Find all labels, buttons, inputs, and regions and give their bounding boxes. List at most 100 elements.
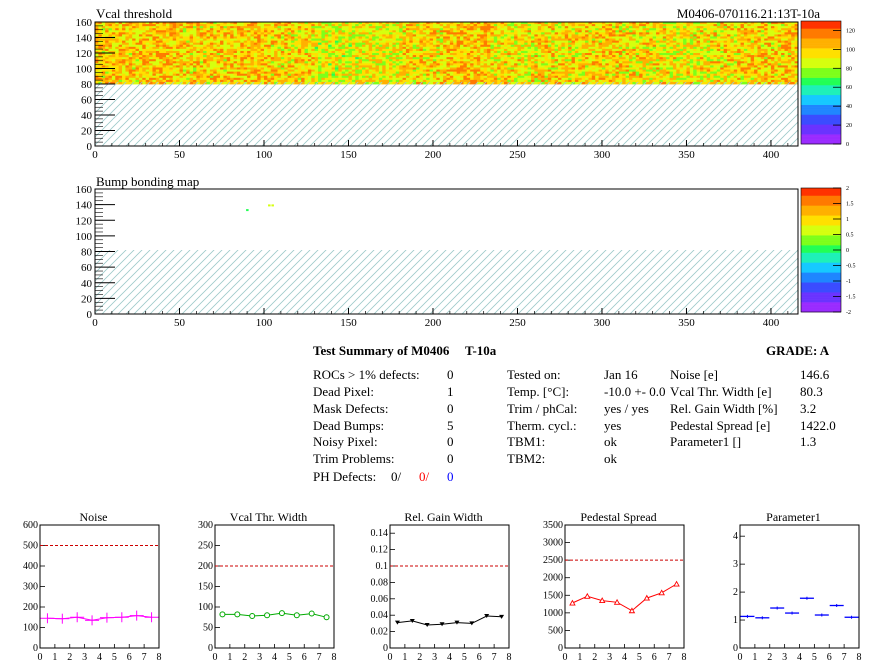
vcal-map-cell [345,63,349,66]
vcal-map-cell [453,22,458,25]
vcal-map-cell [304,65,309,68]
vcal-map-cell [291,44,295,48]
vcal-map-cell [524,44,529,48]
vcal-map-cell [324,40,329,44]
vcal-map-cell [541,65,545,68]
vcal-map-cell [453,63,458,66]
vcal-map-cell [372,34,376,37]
vcal-map-cell [152,38,157,41]
vcal-map-cell [162,77,167,81]
vcal-map-cell [334,59,339,62]
vcal-map-cell [507,46,512,50]
vcal-map-cell [196,63,201,66]
vcal-map-cell [138,30,143,33]
vcal-map-cell [186,46,191,50]
vcal-map-cell [179,36,184,39]
vcal-map-cell [122,46,126,50]
vcal-map-cell [632,63,637,66]
vcal-map-cell [531,75,535,79]
vcal-map-cell [193,44,197,48]
vcal-map-cell [382,57,387,60]
vcal-map-cell [233,59,238,62]
vcal-map-cell [608,34,613,37]
vcal-map-cell [172,61,177,64]
vcal-map-cell [155,50,160,54]
vcal-map-cell [250,28,255,31]
vcal-map-cell [108,65,113,68]
vcal-map-cell [189,32,194,35]
vcal-map-cell [537,24,542,27]
vcal-map-cell [122,65,126,68]
vcal-map-cell [652,22,657,25]
vcal-map-cell [165,79,170,83]
vcal-map-cell [615,77,620,81]
vcal-map-cell [524,77,529,81]
vcal-map-cell [348,57,353,60]
vcal-map-cell [294,46,299,50]
vcal-map-cell [645,69,650,72]
vcal-map-cell [652,59,657,62]
vcal-map-cell [591,63,596,66]
vcal-map-cell [236,28,241,31]
vcal-map-cell [216,24,221,27]
vcal-map-cell [189,55,194,58]
vcal-map-cell [169,59,174,62]
vcal-map-cell [236,67,241,70]
vcal-map-cell [622,59,627,62]
vcal-map-cell [149,22,153,25]
vcal-map-cell [135,46,140,50]
vcal-map-cell [405,53,410,56]
vcal-map-cell [165,63,170,66]
vcal-map-cell [520,42,525,46]
vcal-map-cell [378,50,383,54]
vcal-map-cell [236,30,241,33]
vcal-map-cell [436,28,441,31]
vcal-map-cell [301,61,305,64]
vcal-map-cell [318,57,322,60]
vcal-map-cell [514,34,518,37]
vcal-map-cell [209,53,214,56]
vcal-map-cell [591,53,596,56]
vcal-map-cell [155,24,160,27]
vcal-map-cell [345,40,349,44]
vcal-map-cell [436,77,441,81]
vcal-map-cell [341,32,346,35]
vcal-map-cell [527,53,532,56]
vcal-map-cell [348,28,353,31]
vcal-map-cell [307,77,312,81]
vcal-map-cell [206,24,211,27]
vcal-map-cell [473,26,478,29]
vcal-map-cell [466,57,471,60]
vcal-map-cell [108,55,113,58]
vcal-map-cell [460,42,464,46]
vcal-map-cell [517,22,522,25]
vcal-map-cell [500,65,505,68]
vcal-map-cell [263,79,268,83]
vcal-map-cell [608,57,613,60]
vcal-map-cell [527,30,532,33]
vcal-map-cell [176,73,180,77]
vcal-map-cell [375,40,380,44]
vcal-map-cell [645,53,650,56]
vcal-map-cell [642,77,647,81]
vcal-map-cell [487,24,491,27]
vcal-map-cell [574,24,579,27]
vcal-map-cell [649,57,654,60]
vcal-map-cell [645,24,650,27]
vcal-map-cell [608,26,613,29]
vcal-map-cell [571,42,576,46]
vcal-map-cell [605,30,610,33]
vcal-map-cell [612,48,616,52]
vcal-map-cell [412,38,417,41]
vcal-map-cell [534,22,539,25]
vcal-map-cell [649,77,654,81]
vcal-map-cell [503,75,508,79]
vcal-map-cell [649,65,654,68]
vcal-map-cell [652,26,657,29]
vcal-map-cell [591,75,596,79]
vcal-map-cell [341,57,346,60]
vcal-map-cell [527,50,532,54]
vcal-map-cell [524,36,529,39]
vcal-map-cell [263,34,268,37]
vcal-map-cell [497,67,501,70]
